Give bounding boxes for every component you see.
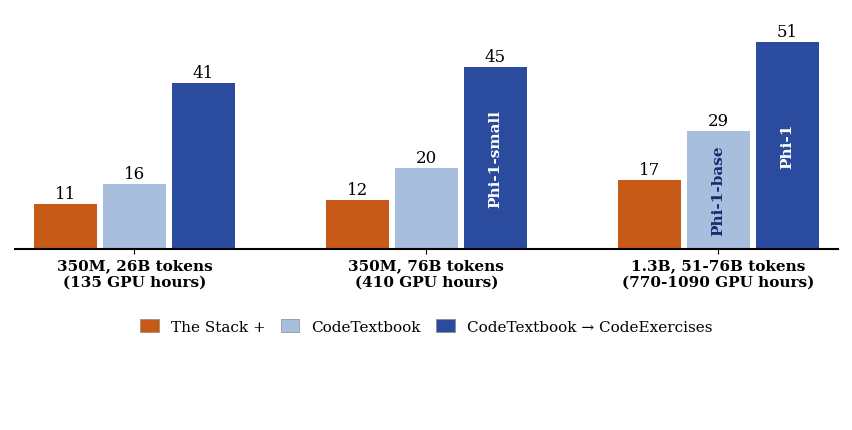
Text: 51: 51 bbox=[776, 24, 797, 41]
Bar bbox=[686, 132, 749, 249]
Bar bbox=[394, 169, 458, 249]
Legend: The Stack +, CodeTextbook, CodeTextbook → CodeExercises: The Stack +, CodeTextbook, CodeTextbook … bbox=[134, 313, 717, 340]
Bar bbox=[33, 205, 97, 249]
Bar bbox=[171, 83, 235, 249]
Text: Phi-1-small: Phi-1-small bbox=[488, 110, 502, 207]
Text: 17: 17 bbox=[638, 162, 659, 178]
Text: 41: 41 bbox=[193, 64, 214, 82]
Text: Phi-1-base: Phi-1-base bbox=[711, 145, 724, 236]
Bar bbox=[755, 43, 818, 249]
Bar bbox=[325, 201, 389, 249]
Bar bbox=[102, 184, 166, 249]
Text: 20: 20 bbox=[415, 150, 436, 166]
Bar bbox=[463, 68, 527, 249]
Text: 16: 16 bbox=[124, 166, 145, 183]
Text: 12: 12 bbox=[347, 182, 367, 199]
Bar bbox=[617, 181, 680, 249]
Text: 45: 45 bbox=[484, 49, 505, 65]
Text: Phi-1: Phi-1 bbox=[780, 123, 793, 169]
Text: 11: 11 bbox=[55, 186, 76, 203]
Text: 29: 29 bbox=[707, 113, 728, 130]
